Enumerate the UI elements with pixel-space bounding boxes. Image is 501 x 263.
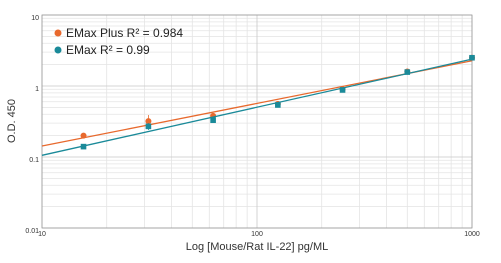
point (145, 118, 152, 125)
legend-marker (54, 46, 62, 54)
x-tick-label: 1000 (464, 231, 480, 238)
legend-marker (54, 29, 62, 37)
y-tick-label: 0.01 (25, 228, 39, 235)
y-axis-label: O.D. 450 (6, 99, 18, 143)
point (275, 102, 281, 108)
y-tick-label: 1 (35, 86, 39, 93)
legend-label: EMax R² = 0.99 (66, 43, 150, 57)
fit-line (41, 58, 473, 156)
point (339, 87, 346, 93)
point (210, 117, 216, 123)
point (469, 54, 475, 61)
y-tick-label: 10 (31, 15, 39, 22)
point (145, 123, 152, 130)
point (80, 143, 87, 150)
x-tick-label: 100 (251, 231, 263, 238)
point (404, 69, 411, 75)
x-tick-label: 10 (38, 231, 46, 238)
legend-label: EMax Plus R² = 0.984 (66, 26, 183, 40)
x-axis-label: Log [Mouse/Rat IL-22] pg/ML (186, 241, 328, 253)
plot-frame (41, 14, 473, 229)
point (80, 132, 87, 139)
y-tick-label: 0.1 (29, 157, 39, 164)
